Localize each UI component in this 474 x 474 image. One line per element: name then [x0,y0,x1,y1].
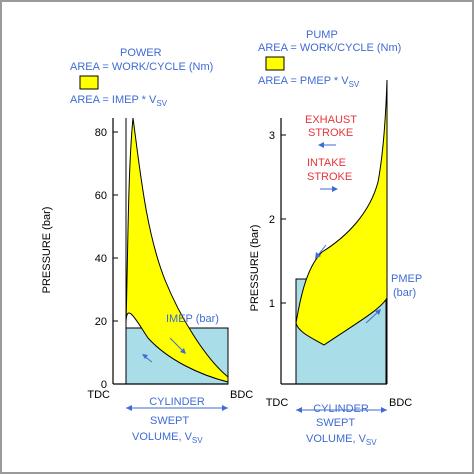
exhaust-stroke-label: STROKE [308,127,353,139]
left-y-tick-label: 40 [95,253,107,265]
left-swept-label: SWEPT [150,415,189,427]
right-exhaust-loop-arrowhead [315,252,321,259]
right-y-tick-label: 3 [269,130,275,142]
left-y-tick-label: 80 [95,127,107,139]
svg-text:VOLUME, VSV: VOLUME, VSV [132,431,203,445]
pump-loop [295,79,388,346]
left-panel: POWER AREA = WORK/CYCLE (Nm) AREA = IMEP… [41,47,253,445]
left-y-tick-label: 0 [101,379,107,391]
pmep-label: PMEP [391,273,422,285]
left-compression-arrowhead [142,354,148,359]
right-cylinder-label: CYLINDER [313,403,369,415]
right-y-tick-label: 1 [269,298,275,310]
right-swept-arrow-right [381,407,387,413]
exhaust-label: EXHAUST [305,114,357,126]
left-tdc-label: TDC [87,389,110,401]
left-swept-arrow-right [222,405,228,411]
imep-label: IMEP (bar) [166,313,219,325]
right-tdc-label: TDC [266,397,289,409]
intake-arrowhead [332,186,338,192]
right-y-ticks: 1 2 3 [269,130,286,310]
left-y-tick-label: 20 [95,316,107,328]
right-legend-line2: AREA = PMEP * V [258,75,349,87]
svg-text:AREA = PMEP * VSV: AREA = PMEP * VSV [258,75,360,89]
left-legend-title: POWER [120,47,162,59]
right-panel: PUMP AREA = WORK/CYCLE (Nm) AREA = PMEP … [249,29,422,447]
pmep-unit-label: (bar) [393,287,416,299]
right-legend-line2-sub: SV [349,80,360,89]
left-y-axis-label: PRESSURE (bar) [41,207,53,294]
left-legend-line2-sub: SV [156,99,167,108]
left-swept-arrow-left [126,405,132,411]
right-intake-loop-arrow [365,311,379,324]
right-legend-swatch [265,56,285,71]
right-swept-label: SWEPT [316,417,355,429]
left-y-ticks: 0 20 40 60 80 [95,127,118,391]
left-expansion-arrowhead [180,348,186,354]
right-y-tick-label: 2 [269,214,275,226]
left-bdc-label: BDC [230,389,253,401]
left-volume-sub: SV [192,436,203,445]
svg-text:AREA = IMEP * VSV: AREA = IMEP * VSV [70,94,168,108]
exhaust-arrowhead [318,142,324,148]
svg-text:VOLUME, VSV: VOLUME, VSV [306,433,377,447]
left-volume-label: VOLUME, V [132,431,193,443]
right-volume-label: VOLUME, V [306,433,367,445]
right-legend-title: PUMP [306,29,338,41]
right-y-axis-label: PRESSURE (bar) [249,225,261,312]
intake-stroke-label: STROKE [307,171,352,183]
power-loop [125,117,229,383]
intake-label: INTAKE [307,157,346,169]
left-legend-swatch [79,75,99,90]
left-legend-line2: AREA = IMEP * V [70,94,157,106]
left-legend-line1: AREA = WORK/CYCLE (Nm) [70,61,213,73]
right-bdc-label: BDC [389,397,412,409]
right-exhaust-loop-arrow [317,244,327,256]
right-swept-arrow-left [296,407,302,413]
right-legend-line1: AREA = WORK/CYCLE (Nm) [258,42,401,54]
right-intake-loop-arrowhead [375,309,381,315]
left-y-tick-label: 60 [95,190,107,202]
left-cylinder-label: CYLINDER [149,396,205,408]
left-expansion-arrow [169,337,185,353]
right-volume-sub: SV [366,438,377,447]
